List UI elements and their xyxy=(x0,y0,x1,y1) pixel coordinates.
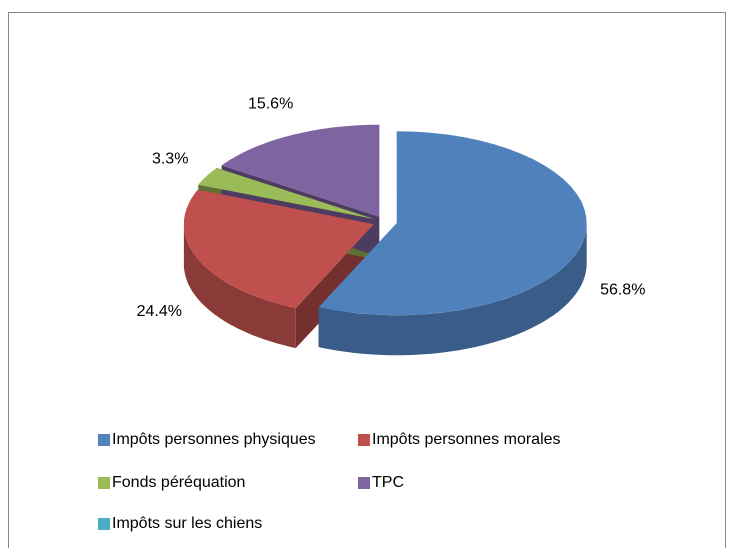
legend-label: Impôts personnes morales xyxy=(372,431,561,448)
legend-label: Impôts sur les chiens xyxy=(112,515,262,532)
data-label: 3.3% xyxy=(152,151,188,168)
legend-swatch xyxy=(98,434,110,446)
data-label: 15.6% xyxy=(248,95,293,112)
legend-swatch xyxy=(358,434,370,446)
legend-swatch xyxy=(98,518,110,530)
legend-label: Fonds péréquation xyxy=(112,474,245,491)
data-label: 24.4% xyxy=(137,303,182,320)
data-label: 56.8% xyxy=(600,281,645,298)
pie-slice xyxy=(221,124,380,217)
legend-swatch xyxy=(358,477,370,489)
pie-side xyxy=(183,224,296,349)
legend-swatch xyxy=(98,477,110,489)
legend-label: Impôts personnes physiques xyxy=(112,431,316,448)
pie-slice xyxy=(183,189,374,309)
pie-side xyxy=(318,223,587,356)
pie-slice xyxy=(318,131,587,316)
legend-label: TPC xyxy=(372,474,404,491)
pie-slice xyxy=(198,167,375,220)
